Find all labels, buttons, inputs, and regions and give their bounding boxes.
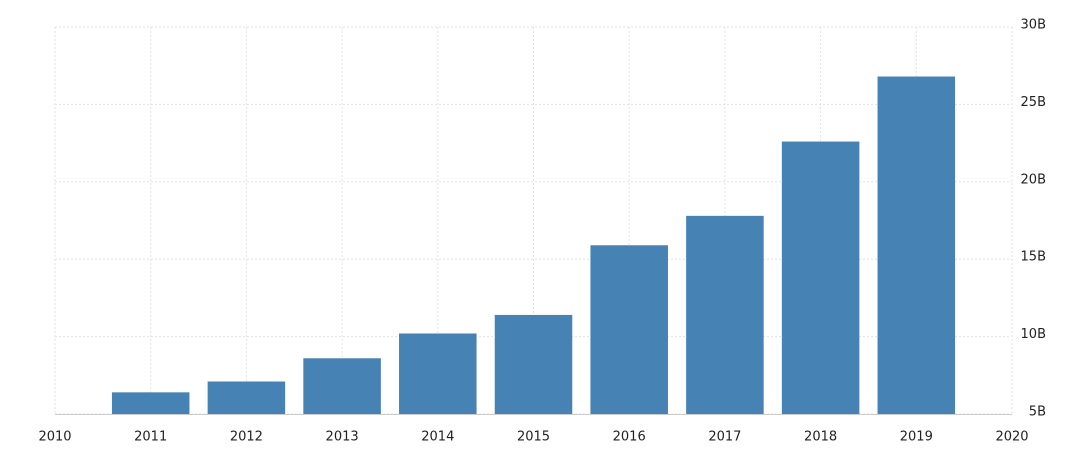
bar — [686, 215, 764, 414]
y-tick-label: 15B — [1021, 250, 1046, 265]
bar — [303, 358, 381, 414]
y-tick-label: 20B — [1021, 172, 1046, 187]
y-tick-label: 5B — [1029, 405, 1046, 420]
bar — [781, 141, 860, 414]
x-tick-label: 2012 — [230, 430, 263, 445]
bar — [111, 392, 190, 414]
bar — [590, 245, 668, 414]
x-tick-label: 2019 — [900, 430, 933, 445]
bar — [207, 381, 286, 414]
y-tick-label: 25B — [1021, 95, 1046, 110]
x-tick-label: 2017 — [708, 430, 741, 445]
x-tick-label: 2018 — [804, 430, 837, 445]
x-tick-label: 2010 — [38, 430, 71, 445]
x-tick-label: 2013 — [326, 430, 359, 445]
x-tick-label: 2015 — [517, 430, 550, 445]
x-tick-label: 2020 — [995, 430, 1028, 445]
bar — [494, 314, 573, 414]
y-tick-label: 30B — [1021, 18, 1046, 33]
x-tick-label: 2014 — [421, 430, 454, 445]
y-tick-label: 10B — [1021, 327, 1046, 342]
bar — [399, 333, 477, 414]
x-tick-label: 2011 — [134, 430, 167, 445]
x-tick-label: 2016 — [613, 430, 646, 445]
bar — [877, 76, 956, 414]
